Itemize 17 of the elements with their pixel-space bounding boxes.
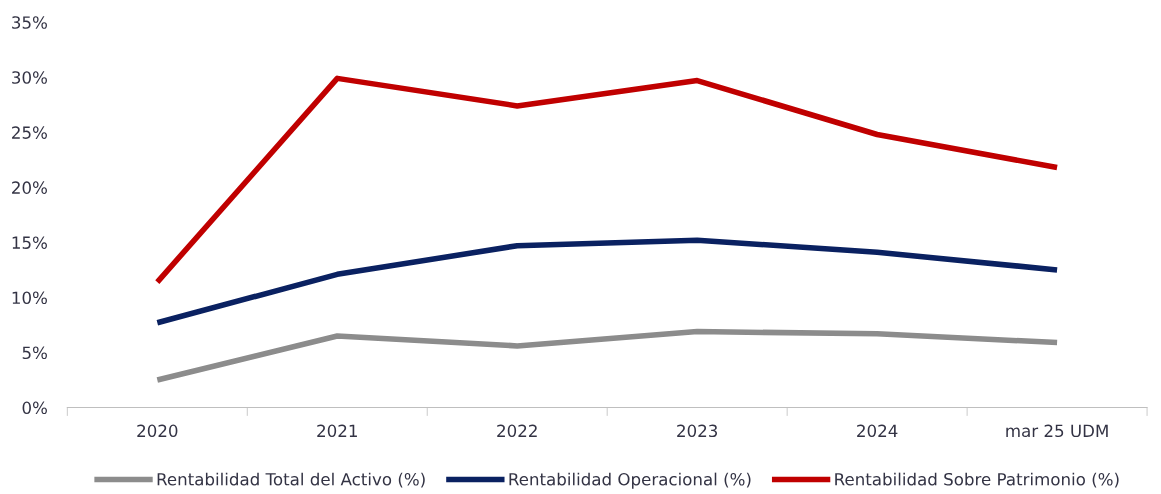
y-tick-label: 35%	[12, 16, 47, 29]
x-tick-label: 2023	[677, 424, 718, 438]
legend-label: Rentabilidad Sobre Patrimonio (%)	[835, 472, 1119, 488]
y-tick-label: 25%	[12, 126, 47, 139]
legend-label: Rentabilidad Operacional (%)	[509, 472, 751, 489]
legend-label: Rentabilidad Total del Activo (%)	[157, 472, 425, 488]
y-tick-label: 30%	[12, 71, 47, 84]
y-tick-label: 0%	[22, 401, 47, 415]
y-tick-label: 10%	[12, 291, 47, 305]
y-tick-label: 15%	[12, 236, 47, 249]
x-tick-label: 2020	[137, 424, 178, 438]
y-tick-label: 20%	[12, 181, 47, 194]
x-tick-label: 2021	[317, 424, 357, 438]
y-tick-label: 5%	[22, 346, 47, 360]
x-tick-label: 2024	[857, 424, 898, 438]
x-tick-label: 2022	[497, 424, 537, 438]
x-tick-label: mar 25 UDM	[1006, 424, 1108, 438]
